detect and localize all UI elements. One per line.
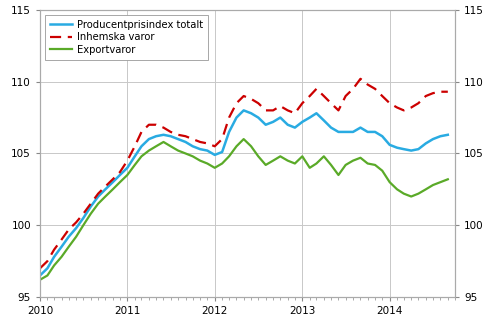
Legend: Producentprisindex totalt, Inhemska varor, Exportvaror: Producentprisindex totalt, Inhemska varo…	[45, 15, 208, 60]
Line: Exportvaror: Exportvaror	[40, 139, 448, 280]
Line: Producentprisindex totalt: Producentprisindex totalt	[40, 110, 448, 276]
Line: Inhemska varor: Inhemska varor	[40, 79, 448, 268]
